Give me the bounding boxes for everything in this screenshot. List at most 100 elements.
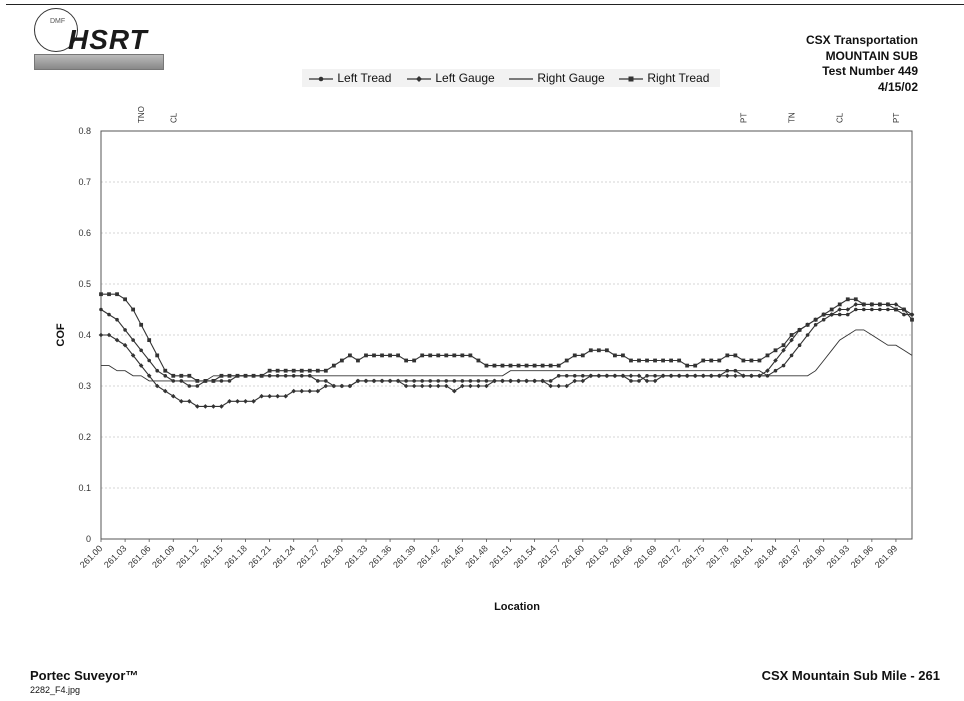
x-tick-label: 261.72: [656, 543, 683, 570]
data-point: [564, 374, 569, 378]
data-point: [452, 379, 457, 383]
x-tick-label: 261.27: [295, 543, 322, 570]
data-point: [484, 363, 489, 368]
data-point: [524, 363, 529, 368]
y-tick-label: 0.2: [78, 432, 91, 442]
data-point: [315, 368, 320, 373]
data-point: [757, 373, 762, 379]
data-point: [870, 307, 874, 312]
series-line: [101, 293, 913, 382]
data-point: [243, 399, 248, 404]
x-tick-label: 261.09: [150, 543, 177, 570]
x-tick-label: 261.45: [439, 543, 466, 570]
logo-small-text: DMF: [50, 18, 66, 25]
data-point: [155, 353, 160, 358]
x-tick-label: 261.84: [752, 543, 779, 570]
data-point: [548, 383, 553, 389]
diamond-marker-icon: [407, 75, 431, 82]
data-point: [427, 383, 433, 389]
data-point: [420, 353, 425, 358]
data-point: [636, 373, 642, 379]
plain-line-icon: [509, 78, 533, 80]
data-point: [709, 358, 714, 363]
x-tick-label: 261.87: [776, 543, 803, 570]
series-right-tread: [99, 292, 914, 383]
x-tick-label: 261.63: [584, 543, 611, 570]
data-point: [484, 383, 489, 389]
data-point: [99, 307, 103, 312]
data-point: [187, 384, 192, 388]
data-point: [178, 399, 184, 404]
track-marker-label: TNO: [137, 106, 146, 123]
data-point: [195, 384, 200, 388]
data-point: [404, 379, 408, 383]
data-point: [363, 378, 369, 384]
x-tick-label: 261.90: [801, 543, 828, 570]
data-point: [452, 353, 457, 358]
legend-item-right-gauge: Right Gauge: [508, 71, 605, 85]
data-point: [500, 363, 505, 368]
data-point: [179, 373, 184, 378]
data-point: [211, 379, 216, 383]
data-point: [307, 388, 313, 394]
data-point: [411, 383, 417, 389]
data-point: [837, 307, 843, 312]
data-point: [556, 363, 561, 368]
data-point: [805, 322, 810, 327]
legend-item-left-tread: Left Tread: [308, 71, 391, 85]
data-point: [380, 353, 384, 358]
y-tick-label: 0.5: [78, 279, 91, 289]
data-point: [139, 322, 144, 327]
x-axis-label: Location: [494, 601, 540, 613]
data-point: [170, 393, 176, 399]
data-point: [291, 388, 297, 394]
data-point: [829, 307, 834, 312]
data-point: [155, 368, 160, 373]
data-point: [708, 373, 714, 379]
data-point: [267, 393, 272, 399]
circle-marker-icon: [309, 76, 333, 82]
data-point: [299, 388, 305, 394]
data-point: [845, 307, 851, 312]
y-tick-label: 0.7: [78, 177, 91, 187]
data-point: [356, 358, 360, 363]
data-point: [323, 383, 329, 389]
data-point: [789, 353, 794, 358]
x-tick-label: 261.42: [415, 543, 442, 570]
data-point: [428, 353, 433, 358]
data-point: [524, 378, 529, 384]
y-axis-label: COF: [55, 323, 67, 347]
data-point: [789, 337, 794, 343]
chart-legend: Left Tread Left Gauge Right Gauge Right …: [302, 69, 720, 87]
data-point: [693, 363, 698, 368]
y-tick-label: 0.8: [78, 126, 91, 136]
data-point: [862, 307, 866, 312]
data-point: [203, 404, 208, 409]
x-tick-label: 261.60: [560, 543, 587, 570]
data-point: [163, 368, 168, 373]
data-point: [629, 379, 633, 383]
data-point: [460, 353, 465, 358]
data-point: [765, 353, 770, 358]
data-point: [781, 363, 786, 368]
data-point: [364, 353, 368, 358]
y-tick-label: 0.1: [78, 483, 91, 493]
data-point: [187, 399, 192, 404]
x-tick-label: 261.75: [680, 543, 707, 570]
x-tick-label: 261.78: [704, 543, 731, 570]
data-point: [765, 368, 770, 373]
track-marker-label: PT: [892, 113, 901, 123]
data-point: [572, 374, 577, 378]
data-point: [315, 388, 321, 394]
data-point: [412, 358, 417, 363]
data-point: [548, 379, 553, 383]
data-point: [845, 312, 850, 317]
data-point: [316, 379, 320, 383]
x-tick-label: 261.36: [367, 543, 394, 570]
data-point: [612, 373, 618, 379]
logo-circle: [34, 8, 78, 52]
data-point: [660, 373, 666, 379]
data-point: [532, 378, 537, 384]
data-point: [147, 338, 152, 342]
data-point: [676, 373, 682, 379]
